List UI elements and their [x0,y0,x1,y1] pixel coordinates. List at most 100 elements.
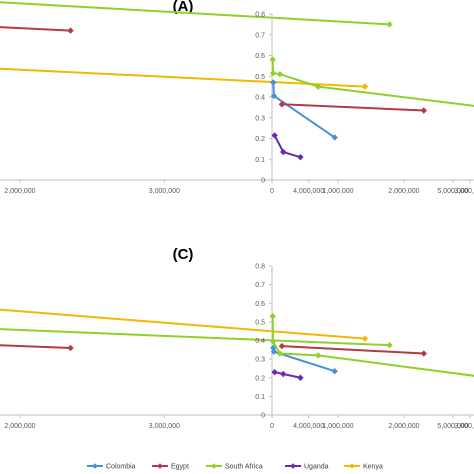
legend-entry-south-africa: South Africa [206,463,263,471]
series-line [0,328,390,347]
data-point-marker [280,370,287,378]
series-line [0,308,366,340]
legend-label: South Africa [225,464,263,471]
legend: Colombia Egypt South Africa Uganda Kenya [87,463,383,471]
x-tick-label: 3,000,000 [454,423,474,430]
x-tick-label: 5,000,000 [437,423,468,430]
x-tick-label: 2,000,000 [388,423,419,430]
y-tick-label: 0.6 [255,301,265,308]
y-tick-label: 0.3 [255,357,265,364]
x-tick-label: 3,000,000 [454,188,474,195]
legend-entry-kenya: Kenya [344,463,383,471]
y-tick-label: 0.7 [255,282,265,289]
y-tick-label: 0 [261,413,265,420]
legend-label: Uganda [304,464,329,471]
chart-panel-4: 0 1,000,000 2,000,000 3,000,000 0 0.1 0.2 0.3 0.… [255,264,474,430]
y-tick-label: 0 [261,178,265,185]
series-line [281,345,424,355]
chart-panel-3: 2,000,000 3,000,000 4,000,000 5,000,000 (C) [0,246,474,430]
series-egypt [0,344,74,352]
data-point-marker [270,79,277,86]
series-kenya [0,308,369,342]
x-tick-label: 1,000,000 [322,188,353,195]
legend-marker [92,463,98,469]
y-tick-label: 0.3 [255,115,265,122]
series-uganda [271,368,304,381]
data-point-marker [315,352,322,359]
data-point-marker [386,21,393,28]
data-point-marker [331,134,338,141]
y-tick-label: 0.4 [255,338,265,345]
series-line [0,26,71,32]
data-point-marker [269,69,277,77]
y-tick-label: 0.8 [255,12,265,19]
legend-label: Colombia [106,464,136,471]
series-south-africa [269,313,474,377]
y-tick-label: 0.4 [255,95,265,102]
data-point-marker [270,348,278,355]
legend-marker [349,463,355,469]
data-point-marker [271,368,278,376]
data-point-marker [420,107,427,114]
data-point-marker [276,70,284,78]
data-point-marker [271,132,278,139]
legend-marker [211,463,217,469]
x-tick-label: 0 [270,423,274,430]
x-tick-label: 0 [270,188,274,195]
series-south-africa [0,1,393,28]
series-uganda [271,132,304,161]
data-point-marker [386,341,393,349]
series-egypt [0,26,74,34]
x-tick-label: 3,000,000 [149,188,180,195]
y-tick-label: 0.1 [255,394,265,401]
y-tick-label: 0.5 [255,319,265,326]
y-tick-label: 0.1 [255,157,265,164]
series-egypt [278,342,427,357]
series-south-africa [269,56,474,107]
legend-label: Kenya [363,464,383,471]
chart-panel-2: 0 1,000,000 2,000,000 3,000,000 0 0.1 0.2 0.3 0.… [255,12,474,195]
series-line [273,134,301,159]
data-point-marker [361,335,369,342]
data-point-marker [331,368,338,375]
y-tick-label: 0.7 [255,32,265,39]
data-point-marker [280,148,287,156]
x-tick-label: 5,000,000 [437,188,468,195]
data-point-marker [269,56,276,63]
y-tick-label: 0.5 [255,74,265,81]
series-line [274,371,301,379]
data-point-marker [270,92,278,100]
y-tick-label: 0.2 [255,136,265,143]
series-line [0,344,71,349]
series-egypt [278,101,427,114]
data-point-marker [269,313,276,320]
series-line [272,82,336,139]
series-line [0,67,366,88]
series-line [281,103,424,112]
panel-label: (C) [173,246,194,263]
legend-label: Egypt [171,464,189,471]
legend-marker [157,463,163,469]
series-line [0,1,390,26]
data-point-marker [278,342,286,350]
legend-entry-uganda: Uganda [285,463,329,471]
data-point-marker [297,374,304,381]
legend-entry-colombia: Colombia [87,463,136,471]
panel-label: (A) [173,0,194,15]
data-point-marker [67,27,74,34]
x-tick-label: 2,000,000 [4,423,35,430]
y-tick-label: 0.8 [255,264,265,271]
x-tick-label: 4,000,000 [293,188,324,195]
data-point-marker [297,153,304,161]
data-point-marker [276,350,284,357]
data-point-marker [361,83,369,90]
x-tick-label: 2,000,000 [388,188,419,195]
series-colombia [270,79,338,141]
data-point-marker [67,344,74,352]
data-point-marker [269,338,277,345]
data-point-marker [420,350,427,357]
series-south-africa [0,328,393,349]
series-kenya [0,67,369,90]
x-tick-label: 2,000,000 [4,188,35,195]
